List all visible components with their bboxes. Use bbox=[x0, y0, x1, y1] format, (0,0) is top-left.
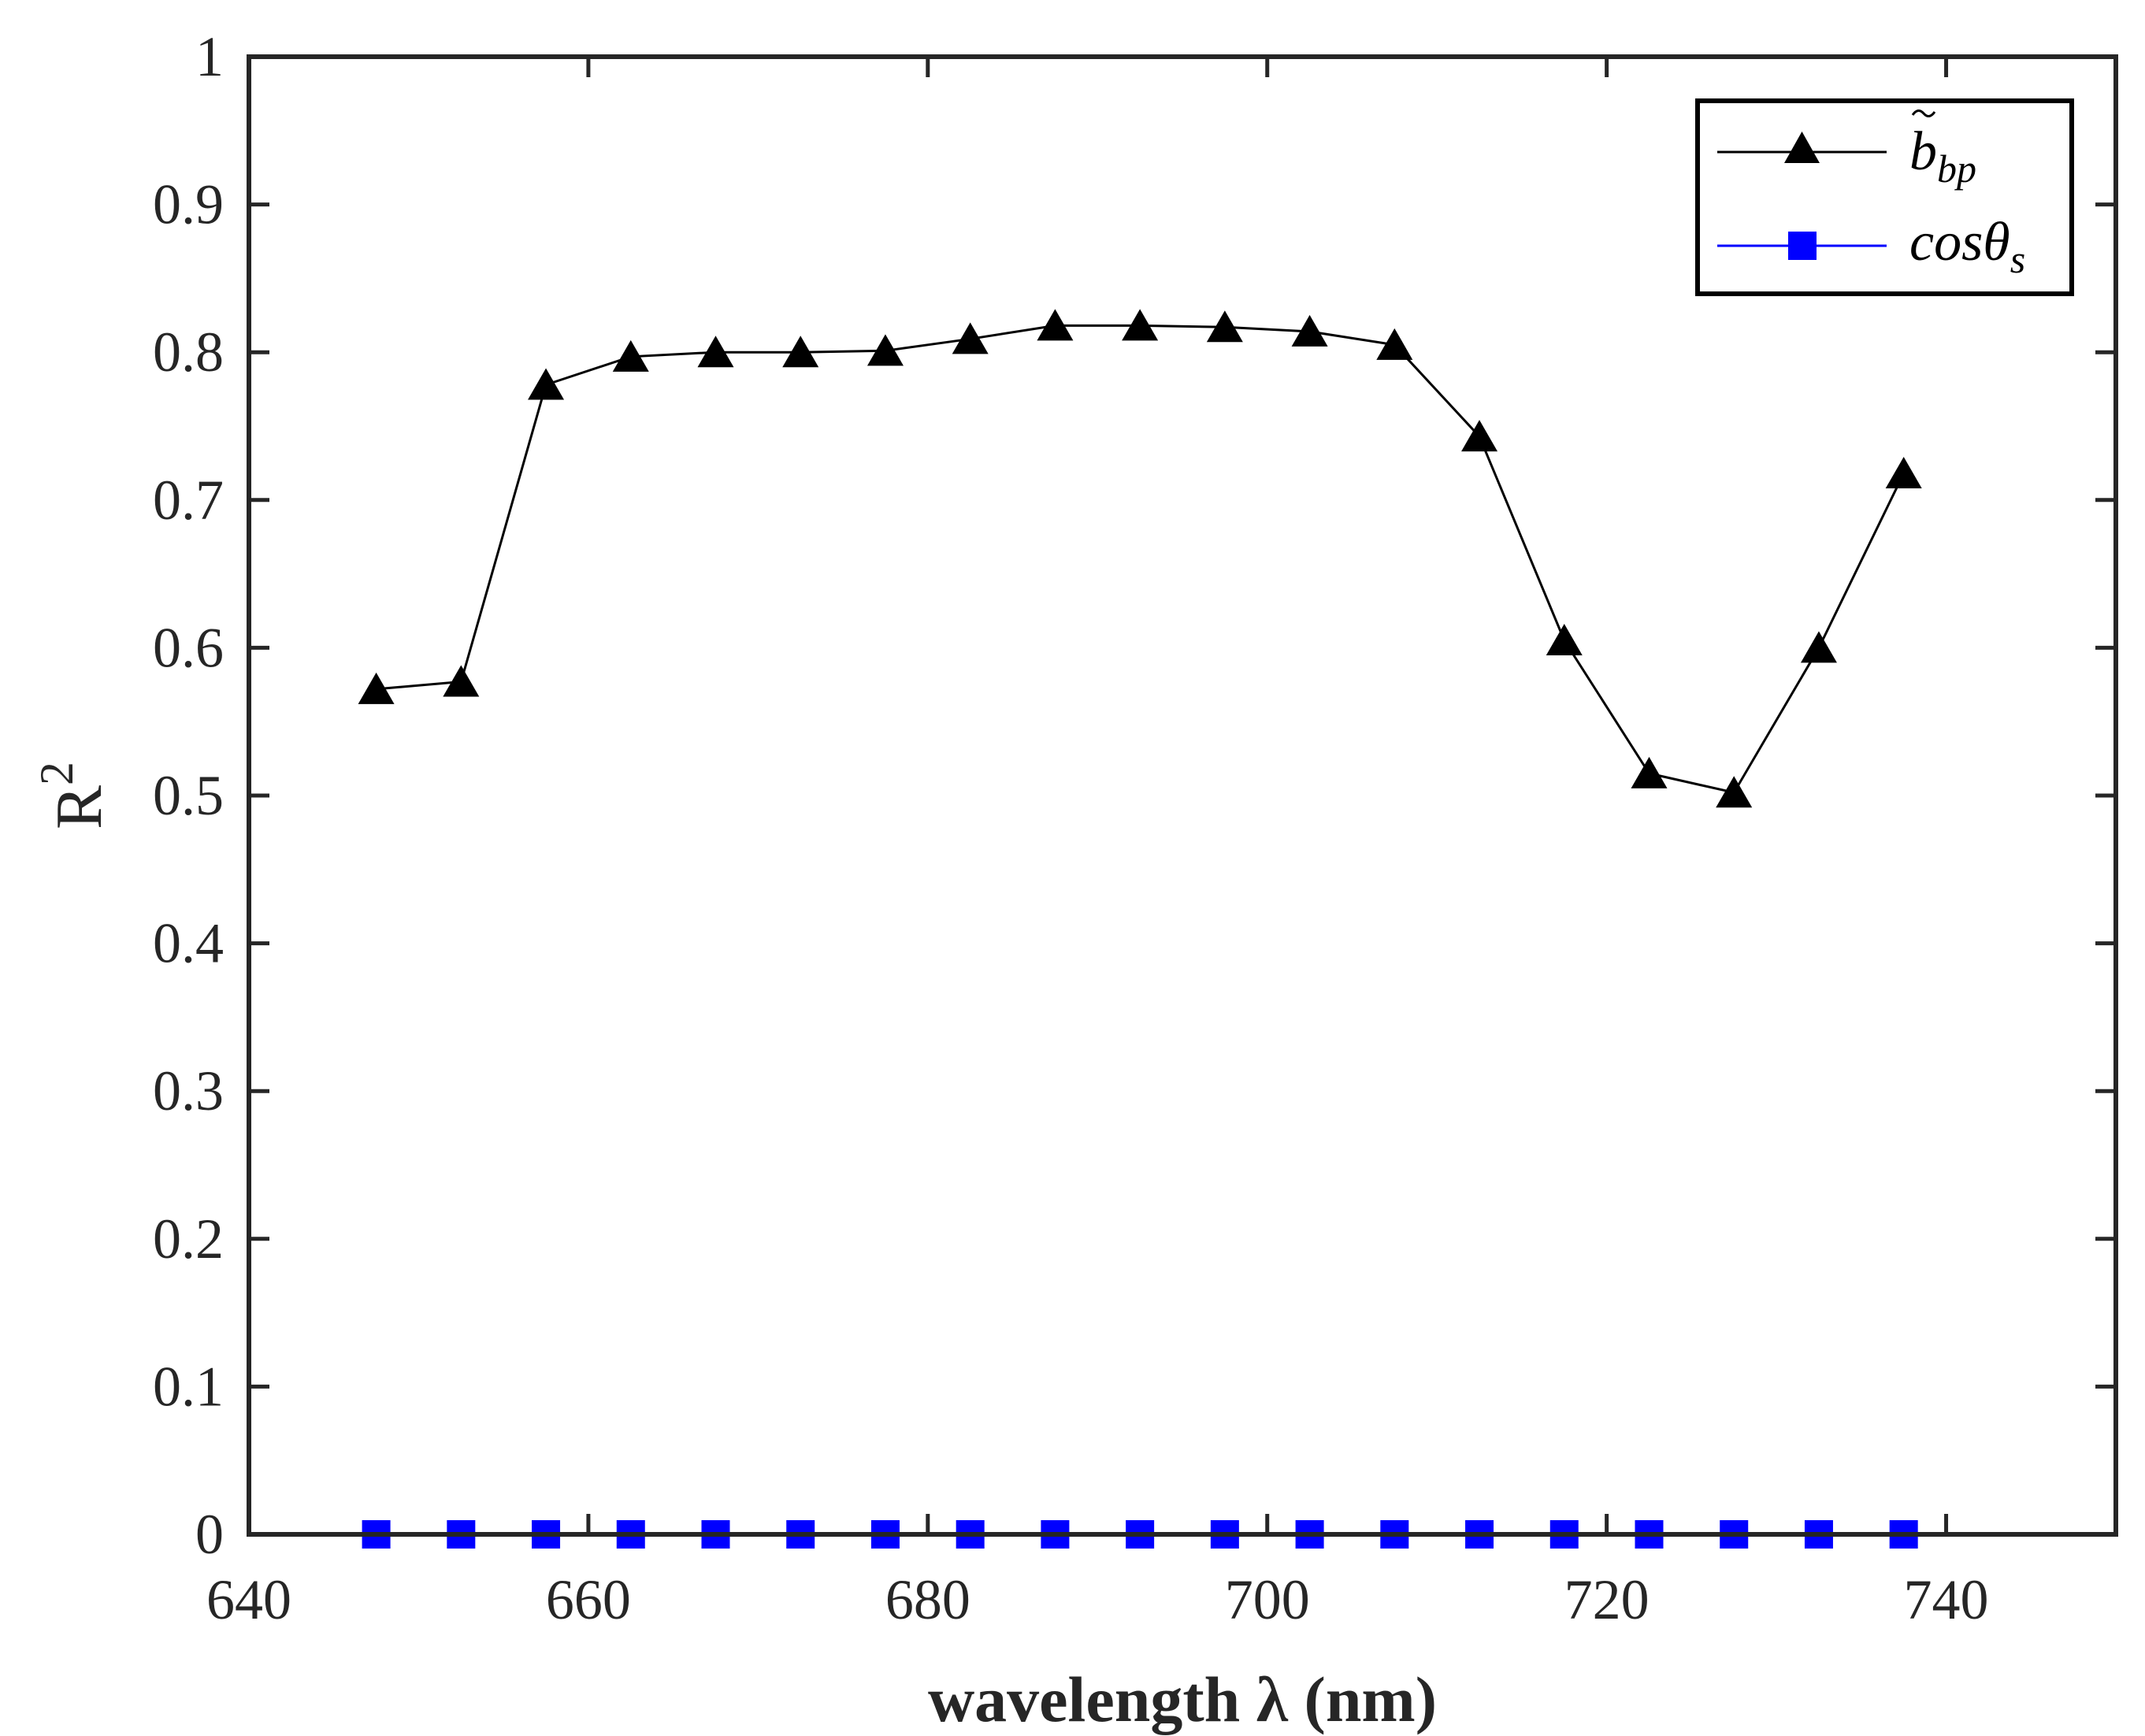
legend-marker-triangle bbox=[1784, 132, 1820, 163]
legend-marker-square bbox=[1788, 232, 1817, 260]
y-tick-label: 0.8 bbox=[153, 321, 224, 384]
data-point-triangle bbox=[1122, 309, 1159, 341]
x-tick-labels: 640 660 680 700 720 740 bbox=[206, 1568, 1989, 1631]
y-tick-label: 0.3 bbox=[153, 1059, 224, 1122]
x-tick-label: 700 bbox=[1225, 1568, 1310, 1631]
legend: bbp cosθs bbox=[1695, 98, 2074, 296]
x-tick-label: 640 bbox=[206, 1568, 291, 1631]
y-tick-label: 0 bbox=[195, 1503, 224, 1566]
data-point-triangle bbox=[1037, 309, 1074, 341]
data-point-triangle bbox=[1885, 457, 1922, 489]
y-axis-title-superscript: 2 bbox=[31, 762, 83, 785]
y-tick-label: 1 bbox=[195, 25, 224, 88]
x-axis-title: wavelength λ (nm) bbox=[928, 1664, 1437, 1735]
data-point-triangle bbox=[1631, 756, 1668, 788]
y-tick-label: 0.5 bbox=[153, 764, 224, 827]
legend-label-cos: cosθs bbox=[1909, 212, 2025, 281]
y-tick-labels: 0 0.1 0.2 0.3 0.4 0.5 0.6 0.7 0.8 0.9 1 bbox=[153, 25, 224, 1566]
legend-bbp-sub: bp bbox=[1937, 147, 1976, 191]
data-point-triangle bbox=[612, 339, 649, 372]
y-tick-label: 0.1 bbox=[153, 1355, 224, 1418]
data-point-triangle bbox=[1206, 310, 1243, 343]
data-point-triangle bbox=[782, 336, 819, 368]
data-point-triangle bbox=[952, 322, 989, 354]
data-point-triangle bbox=[358, 672, 395, 704]
y-tick-label: 0.9 bbox=[153, 173, 224, 236]
data-point-triangle bbox=[1376, 328, 1413, 360]
x-tick-label: 680 bbox=[885, 1568, 970, 1631]
x-tick-label: 740 bbox=[1904, 1568, 1989, 1631]
data-point-triangle bbox=[1291, 314, 1328, 347]
svg-text:bbp: bbp bbox=[1909, 121, 1976, 191]
plot-frame bbox=[247, 54, 2118, 1537]
y-tick-label: 0.7 bbox=[153, 469, 224, 532]
data-point-triangle bbox=[867, 334, 904, 366]
legend-box bbox=[1695, 98, 2074, 296]
data-point-triangle bbox=[443, 665, 480, 697]
data-point-triangle bbox=[528, 368, 565, 400]
legend-label-bbp: bbp bbox=[1909, 109, 1976, 191]
x-tick-label: 660 bbox=[546, 1568, 631, 1631]
data-point-triangle bbox=[1716, 776, 1753, 808]
data-point-triangle bbox=[1461, 420, 1498, 452]
y-tick-label: 0.4 bbox=[153, 912, 224, 975]
x-tick-label: 720 bbox=[1564, 1568, 1650, 1631]
legend-cos-main: cosθ bbox=[1909, 212, 2010, 273]
legend-cos-sub: s bbox=[2010, 237, 2025, 281]
y-axis-title-base: R bbox=[43, 785, 116, 829]
y-tick-label: 0.6 bbox=[153, 616, 224, 679]
data-point-triangle bbox=[1546, 624, 1583, 656]
y-axis-title: R2 bbox=[31, 762, 116, 829]
tick-marks bbox=[247, 54, 2116, 1537]
plot-area bbox=[249, 57, 2116, 1534]
legend-tilde bbox=[1911, 109, 1936, 117]
y-tick-label: 0.2 bbox=[153, 1207, 224, 1270]
legend-bbp-main: b bbox=[1909, 121, 1937, 182]
data-point-triangle bbox=[1800, 631, 1837, 663]
data-point-triangle bbox=[697, 336, 734, 368]
